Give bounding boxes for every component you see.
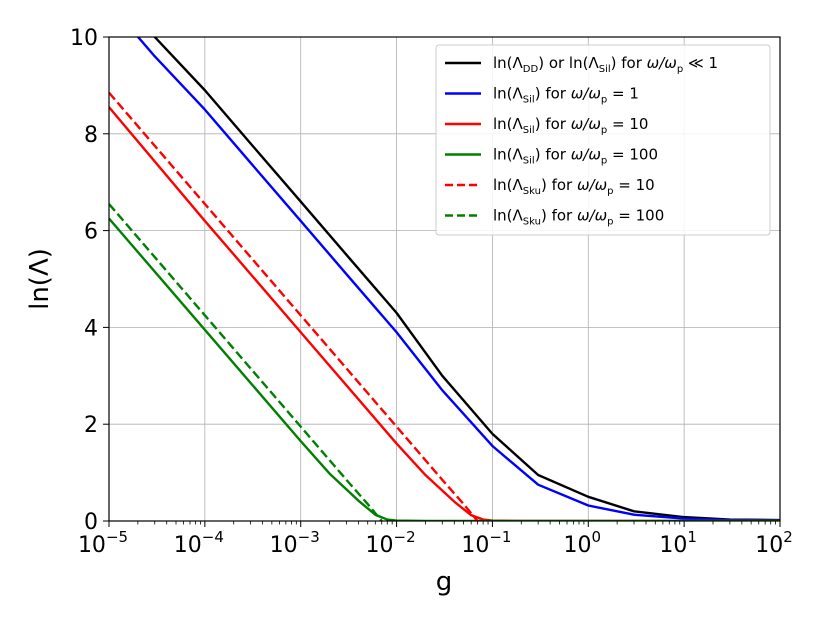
series-line-6	[109, 203, 383, 521]
legend-entry-2: ln(ΛSil) for ω/ωp = 1	[493, 85, 639, 106]
x-axis-label: g	[436, 567, 453, 597]
x-tick-label: 10−3	[270, 528, 320, 558]
series-line-4	[109, 217, 780, 521]
legend: ln(ΛDD) or ln(ΛSil) for ω/ωp ≪ 1 ln(ΛSil)…	[435, 44, 771, 236]
series-line-1	[153, 37, 780, 521]
y-tick-label: 0	[84, 510, 98, 535]
series-line-5	[109, 91, 479, 521]
series-line-2	[136, 37, 780, 521]
y-axis-label: ln(Λ)	[25, 248, 55, 310]
legend-entry-3: ln(ΛSil) for ω/ωp = 10	[493, 115, 648, 136]
series-lines	[109, 37, 780, 521]
series-line-3	[109, 106, 780, 521]
legend-entry-6: ln(ΛSku) for ω/ωp = 100	[493, 207, 664, 228]
y-tick-label: 10	[70, 26, 98, 51]
x-tick-label: 101	[659, 528, 697, 558]
legend-entry-4: ln(ΛSil) for ω/ωp = 100	[493, 146, 658, 167]
y-tick-label: 6	[84, 220, 98, 245]
legend-entry-1: ln(ΛDD) or ln(ΛSil) for ω/ωp ≪ 1	[493, 54, 718, 75]
legend-box	[435, 44, 771, 236]
x-tick-label: 102	[755, 528, 793, 558]
x-tick-label: 100	[564, 528, 602, 558]
x-tick-label: 10−2	[366, 528, 416, 558]
y-tick-label: 4	[84, 316, 98, 341]
y-tick-label: 8	[84, 123, 98, 148]
x-tick-label: 10−1	[461, 528, 511, 558]
y-tick-label: 2	[84, 413, 98, 438]
legend-entry-5: ln(ΛSku) for ω/ωp = 10	[493, 176, 655, 197]
plot-frame	[108, 36, 781, 522]
x-tick-label: 10−4	[174, 528, 224, 558]
